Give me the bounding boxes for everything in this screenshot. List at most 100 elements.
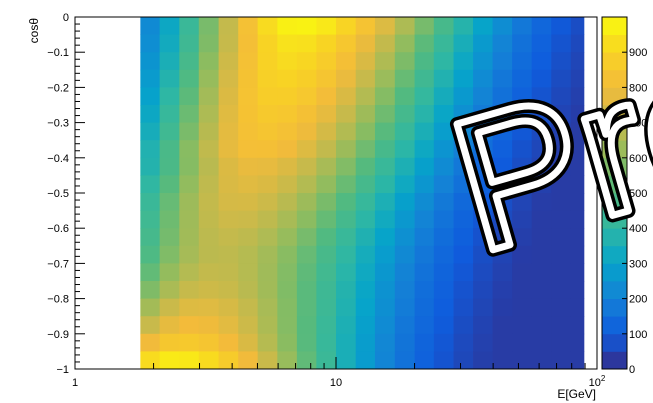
heatmap-cell bbox=[433, 228, 454, 247]
heatmap-cell bbox=[433, 140, 454, 159]
heatmap-cell bbox=[453, 122, 474, 141]
heatmap-cell bbox=[257, 193, 278, 211]
heatmap-cell bbox=[512, 316, 533, 335]
heatmap-cell bbox=[218, 298, 239, 317]
heatmap-cell bbox=[374, 140, 396, 159]
heatmap-cell bbox=[433, 87, 454, 106]
heatmap-cell bbox=[277, 52, 298, 71]
heatmap-cell bbox=[238, 105, 259, 123]
heatmap-cell bbox=[355, 52, 376, 71]
heatmap-cell bbox=[355, 69, 376, 88]
heatmap-cell bbox=[159, 140, 180, 159]
heatmap-cell bbox=[453, 34, 474, 53]
heatmap-cell bbox=[473, 122, 493, 141]
heatmap-cell bbox=[374, 245, 396, 264]
heatmap-cell bbox=[374, 34, 396, 53]
heatmap-cell bbox=[414, 175, 435, 194]
heatmap-cell bbox=[257, 69, 278, 88]
heatmap-cell bbox=[316, 34, 337, 53]
heatmap-cell bbox=[238, 175, 259, 194]
heatmap-cell bbox=[336, 193, 357, 211]
heatmap-cell bbox=[374, 351, 396, 370]
heatmap-cell bbox=[218, 69, 239, 88]
heatmap-cell bbox=[551, 281, 572, 299]
colorbar-segment bbox=[602, 281, 627, 299]
heatmap-cell bbox=[473, 210, 493, 229]
heatmap-cell bbox=[512, 140, 533, 159]
heatmap-cell bbox=[453, 333, 474, 352]
heatmap-cell bbox=[453, 298, 474, 317]
heatmap-cell bbox=[512, 122, 533, 141]
y-axis: 0 −0.1 −0.2 −0.3 −0.4 −0.5 −0.6 −0.7 −0.8 −0.9 −1 bbox=[47, 12, 85, 376]
heatmap-cell bbox=[512, 87, 533, 106]
heatmap-cell bbox=[198, 87, 220, 106]
colorbar-segment bbox=[602, 34, 627, 53]
heatmap-cell bbox=[296, 228, 317, 247]
heatmap-cell bbox=[257, 263, 278, 282]
colorbar-segment bbox=[602, 316, 627, 335]
heatmap-cell bbox=[551, 263, 572, 282]
heatmap-cell bbox=[394, 34, 415, 53]
heatmap-cell bbox=[512, 17, 533, 35]
heatmap-cell bbox=[336, 281, 357, 299]
heatmap-cell bbox=[473, 351, 493, 370]
heatmap-cell bbox=[316, 193, 337, 211]
heatmap-cell bbox=[218, 316, 239, 335]
heatmap-cell bbox=[296, 105, 317, 123]
heatmap-cell bbox=[453, 17, 474, 35]
heatmap-cell bbox=[336, 34, 357, 53]
heatmap-cell bbox=[238, 245, 259, 264]
heatmap-cell bbox=[551, 298, 572, 317]
heatmap-cell bbox=[512, 193, 533, 211]
heatmap-cell bbox=[179, 210, 200, 229]
heatmap-cell bbox=[159, 87, 180, 106]
heatmap-cell bbox=[179, 69, 200, 88]
heatmap-cell bbox=[374, 298, 396, 317]
heatmap-cell bbox=[179, 193, 200, 211]
heatmap-cell bbox=[512, 69, 533, 88]
colorbar-segment bbox=[602, 228, 627, 247]
heatmap-cell bbox=[296, 351, 317, 370]
heatmap-cell bbox=[198, 105, 220, 123]
colorbar-tick-label: 900 bbox=[629, 47, 647, 59]
colorbar-tick-label: 300 bbox=[629, 258, 647, 270]
heatmap-cell bbox=[551, 69, 572, 88]
heatmap-cell bbox=[218, 210, 239, 229]
heatmap-cell bbox=[453, 69, 474, 88]
heatmap-cell bbox=[179, 351, 200, 370]
heatmap-cell bbox=[570, 122, 585, 141]
heatmap-cell bbox=[198, 333, 220, 352]
heatmap-cell bbox=[238, 157, 259, 176]
colorbar: 0 100 200 300 400 500 600 700 800 900 bbox=[601, 16, 647, 376]
heatmap-cell bbox=[198, 193, 220, 211]
y-tick-label: 0 bbox=[63, 12, 69, 24]
heatmap-cell bbox=[159, 52, 180, 71]
heatmap-cell bbox=[433, 281, 454, 299]
heatmap-cell bbox=[179, 52, 200, 71]
heatmap-cell bbox=[453, 316, 474, 335]
heatmap-cell bbox=[316, 17, 337, 35]
heatmap-cell bbox=[140, 157, 161, 176]
heatmap-cell bbox=[140, 210, 161, 229]
heatmap-cell bbox=[473, 52, 493, 71]
heatmap-cell bbox=[433, 316, 454, 335]
heatmap-cell bbox=[531, 69, 552, 88]
heatmap-cell bbox=[453, 245, 474, 264]
heatmap-cell bbox=[140, 193, 161, 211]
heatmap-cell bbox=[159, 228, 180, 247]
heatmap-cell bbox=[512, 263, 533, 282]
heatmap-cell bbox=[140, 263, 161, 282]
heatmap-cell bbox=[355, 210, 376, 229]
colorbar-tick-label: 100 bbox=[629, 329, 647, 341]
colorbar-segment bbox=[602, 351, 627, 370]
heatmap-cell bbox=[570, 105, 585, 123]
heatmap-cell bbox=[336, 245, 357, 264]
heatmap-cell bbox=[218, 34, 239, 53]
heatmap-cell bbox=[198, 281, 220, 299]
heatmap-cell bbox=[257, 351, 278, 370]
heatmap-cell bbox=[374, 193, 396, 211]
heatmap-cell bbox=[179, 175, 200, 194]
colorbar-segment bbox=[602, 210, 627, 229]
heatmap-cell bbox=[218, 157, 239, 176]
